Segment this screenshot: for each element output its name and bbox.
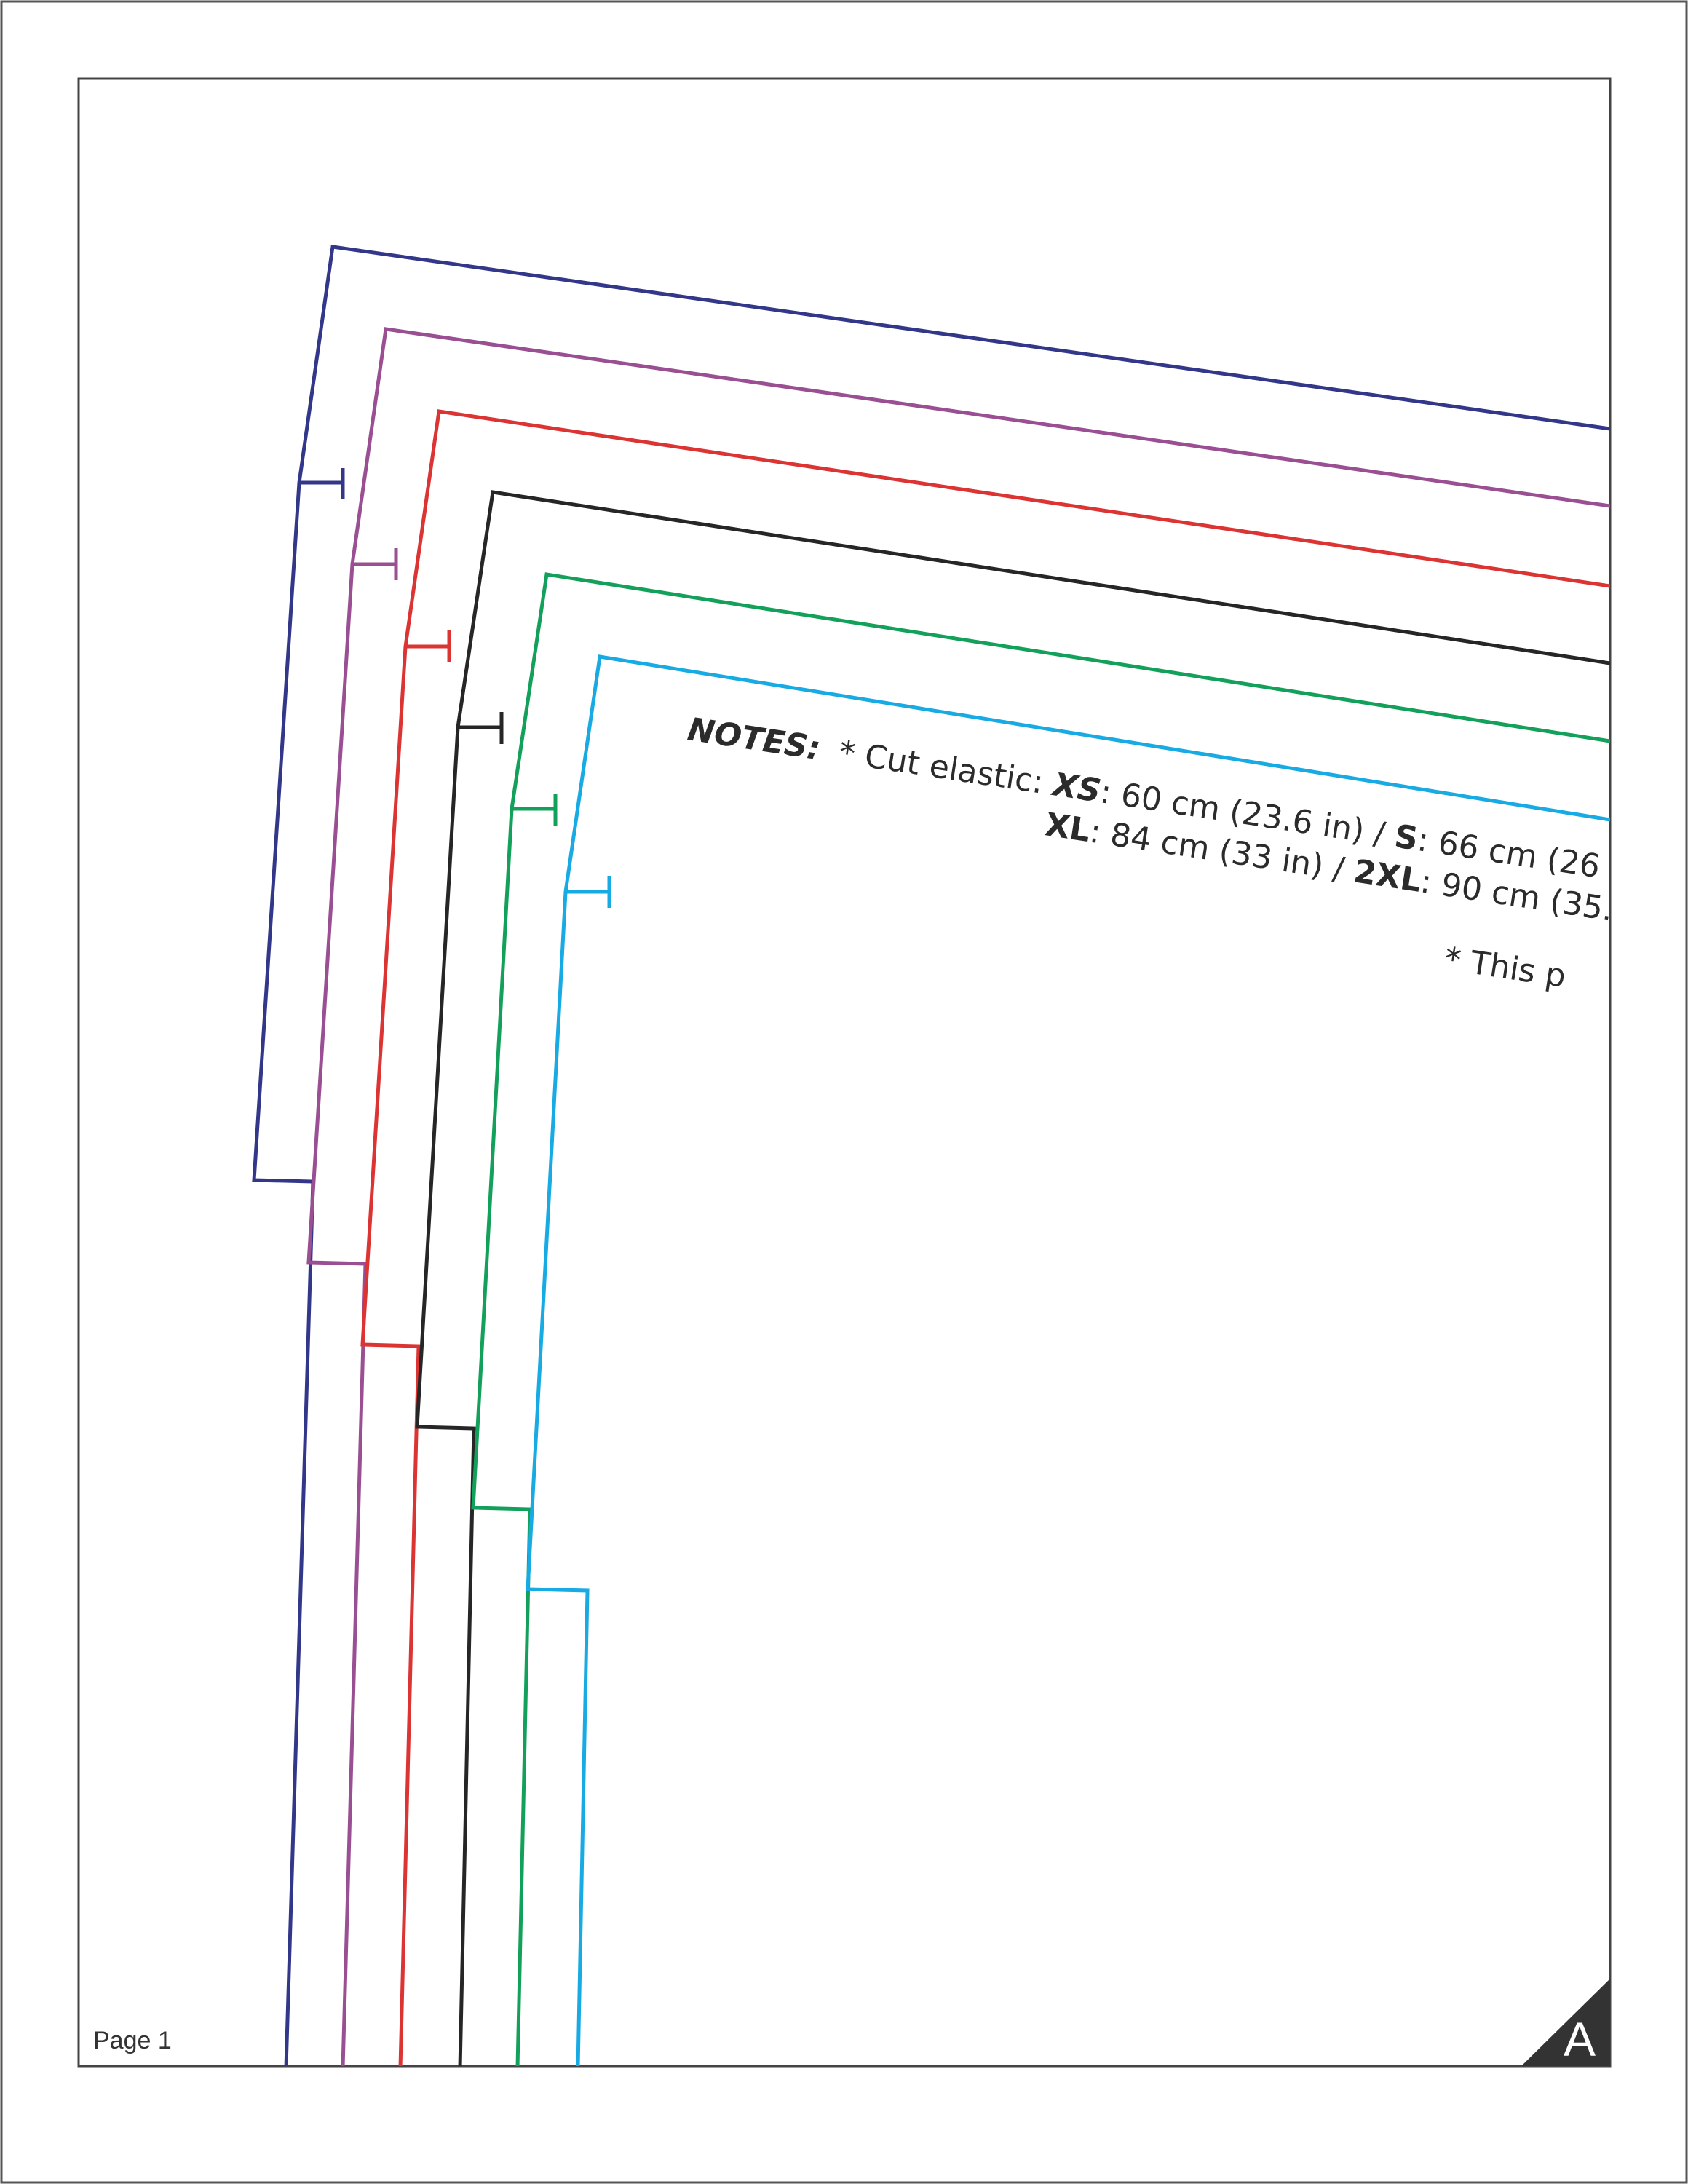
size-line-5: [471, 572, 1610, 2066]
size-line-3: [360, 409, 1610, 2066]
notes-heading: NOTES:: [685, 711, 823, 767]
page-label: Page 1: [93, 2027, 172, 2054]
size-line-4: [415, 490, 1610, 2066]
size-line-1: [252, 245, 1610, 2066]
notes-line-3: * This p: [1442, 940, 1569, 995]
size-line-2: [306, 327, 1610, 2066]
print-frame: [77, 77, 1612, 2068]
page-corner-tab: [1521, 1979, 1610, 2066]
page-tab-letter: A: [1564, 2012, 1596, 2066]
notes-block: NOTES: * Cut elastic: XS: 60 cm (23.6 in…: [685, 711, 1610, 995]
size-line-6: [526, 654, 1610, 2066]
